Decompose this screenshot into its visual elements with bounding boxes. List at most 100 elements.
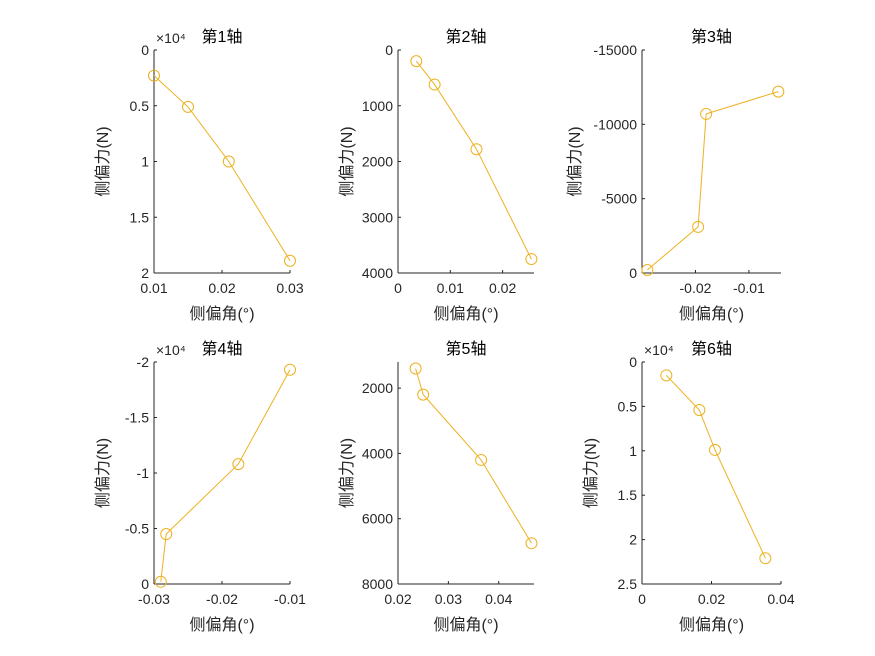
data-point: [693, 403, 706, 416]
y-tick-label: 2000: [362, 380, 393, 396]
x-tick-label: 0.02: [489, 280, 516, 296]
y-axis-title: 侧偏力(N): [582, 438, 600, 508]
x-tick-label: 0.03: [276, 280, 303, 296]
y-tick-label: 4000: [362, 265, 393, 281]
y-tick-label: 1000: [362, 98, 393, 114]
subplot-4: -0.03 -0.02 -0.01 -2 -1.5 -1 -0.5 0 ×10⁴ 第4轴侧偏角(°…: [94, 340, 306, 634]
y-tick-label: 0: [141, 576, 149, 592]
x-axis-title: 侧偏角(°): [679, 616, 744, 634]
data-point: [417, 388, 430, 401]
y-tick-label: 8000: [362, 576, 393, 592]
data-point: [475, 453, 488, 466]
data-point: [428, 78, 441, 91]
y-tick-label: 1.5: [130, 209, 150, 225]
y-tick-label: 1: [141, 154, 149, 170]
y-tick-label: 3000: [362, 209, 393, 225]
x-tick-label: -0.01: [733, 280, 765, 296]
y-tick-label: 0: [141, 42, 149, 58]
y-tick-label: -15000: [593, 42, 637, 58]
y-axis-title: 侧偏力(N): [94, 126, 112, 196]
data-point: [470, 143, 483, 156]
data-point: [182, 100, 194, 113]
series-line: [415, 368, 532, 544]
y-tick-label: 1.5: [618, 487, 638, 503]
data-point: [410, 55, 423, 68]
series-line: [153, 75, 291, 261]
data-point: [284, 363, 296, 376]
y-tick-label: -5000: [601, 191, 637, 207]
y-tick-label: 2: [141, 265, 149, 281]
x-tick-label: 0.02: [698, 591, 725, 607]
y-tick-label: 2000: [362, 154, 393, 170]
data-point: [660, 369, 673, 382]
data-point: [154, 575, 167, 588]
y-tick-label: 6000: [362, 511, 393, 527]
data-point: [160, 528, 173, 541]
y-tick-label: 1: [629, 443, 637, 459]
subplot-title: 第6轴: [691, 340, 732, 358]
series-line: [646, 91, 779, 271]
x-tick-label: -0.02: [206, 591, 238, 607]
x-tick-label: 0: [638, 591, 646, 607]
x-tick-label: 0.01: [140, 280, 167, 296]
series-line: [415, 60, 532, 260]
x-tick-label: -0.02: [680, 280, 712, 296]
y-axis-title: 侧偏力(N): [338, 126, 356, 196]
x-tick-label: 0.02: [384, 591, 411, 607]
x-tick-label: 0.04: [485, 591, 512, 607]
data-point: [708, 443, 721, 456]
x-tick-label: 0.03: [435, 591, 462, 607]
y-tick-label: 0.5: [130, 98, 150, 114]
y-exponent-label: ×10⁴: [156, 30, 186, 46]
y-tick-label: -1.5: [125, 410, 149, 426]
y-tick-label: 2.5: [618, 576, 638, 592]
x-tick-label: -0.03: [138, 591, 170, 607]
y-tick-label: 0: [385, 42, 393, 58]
data-point: [759, 552, 772, 565]
x-axis-title: 侧偏角(°): [433, 305, 498, 323]
y-axis-title: 侧偏力(N): [566, 126, 584, 196]
data-point: [232, 458, 245, 471]
x-tick-label: 0.04: [767, 591, 794, 607]
y-tick-label: 0.5: [618, 398, 638, 414]
subplot-title: 第3轴: [691, 28, 732, 46]
x-tick-label: 0: [394, 280, 402, 296]
y-tick-label: 0: [629, 265, 637, 281]
data-point: [284, 254, 296, 267]
data-point: [641, 264, 654, 277]
x-tick-label: 0.01: [437, 280, 464, 296]
y-tick-label: -10000: [593, 116, 637, 132]
y-tick-label: -0.5: [125, 521, 149, 537]
data-point: [409, 362, 422, 375]
data-point: [772, 85, 785, 98]
y-tick-label: 4000: [362, 445, 393, 461]
y-axis-title: 侧偏力(N): [94, 438, 112, 508]
data-point: [525, 253, 538, 266]
x-axis-title: 侧偏角(°): [189, 616, 254, 634]
y-tick-label: -2: [137, 354, 150, 370]
data-point: [525, 537, 538, 550]
x-axis-title: 侧偏角(°): [189, 305, 254, 323]
data-point: [222, 155, 235, 168]
y-tick-label: -1: [137, 465, 150, 481]
data-point: [692, 220, 705, 233]
y-tick-label: 2: [629, 532, 637, 548]
series-line: [665, 374, 766, 559]
x-tick-label: 0.02: [208, 280, 235, 296]
y-tick-label: 0: [629, 354, 637, 370]
subplot-title: 第2轴: [446, 28, 487, 46]
subplot-title: 第5轴: [446, 340, 487, 358]
data-point: [148, 69, 160, 82]
data-point: [700, 107, 713, 120]
subplot-title: 第1轴: [202, 28, 243, 46]
x-axis-title: 侧偏角(°): [433, 616, 498, 634]
x-axis-title: 侧偏角(°): [679, 305, 744, 323]
y-exponent-label: ×10⁴: [644, 342, 674, 358]
